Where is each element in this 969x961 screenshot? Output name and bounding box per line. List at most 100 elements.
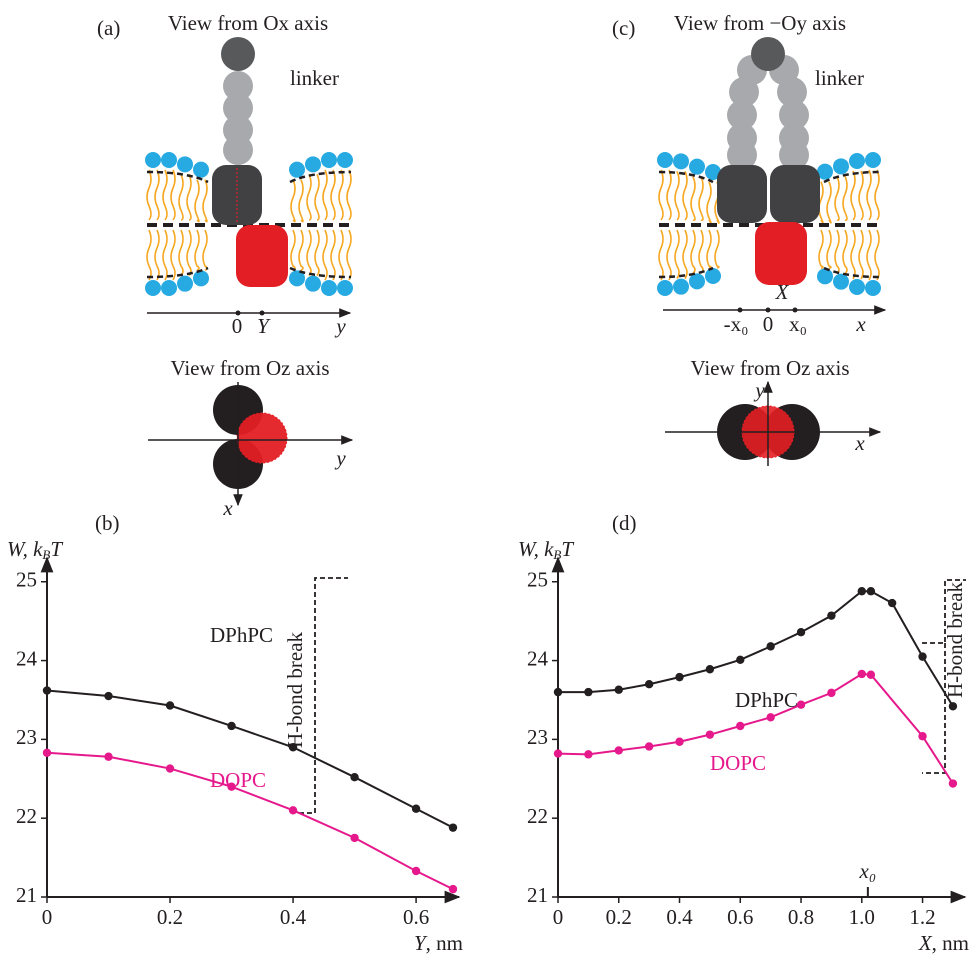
lipid-tail	[874, 229, 880, 281]
lipid-tail	[322, 229, 328, 281]
lipid-head	[705, 268, 721, 284]
view-title: View from Ox axis	[168, 11, 328, 35]
lipid-tail	[834, 176, 840, 221]
lipid-tail	[306, 174, 312, 221]
annotation: H-bond break	[283, 631, 307, 748]
data-point	[288, 743, 298, 752]
membrane	[657, 152, 882, 296]
lipid-head	[817, 268, 833, 285]
data-point	[584, 687, 593, 697]
x-tick-label: 0.4	[666, 905, 693, 929]
data-point	[411, 804, 421, 813]
lipid-tail	[290, 229, 296, 272]
lipid-tail	[314, 174, 320, 221]
data-point	[227, 721, 236, 731]
view-title: View from Oz axis	[170, 356, 329, 380]
lipid-tail	[698, 229, 704, 274]
lipid-tail	[162, 229, 168, 281]
x-axis-label-part: , nm	[426, 931, 463, 955]
x-tick-label: 0	[42, 905, 53, 929]
lipid-head	[193, 161, 209, 178]
data-point	[448, 823, 458, 832]
linker-beads	[223, 71, 253, 165]
lipid-head	[145, 152, 161, 168]
data-point	[827, 688, 836, 698]
lipid-tail	[170, 169, 176, 221]
data-point	[766, 642, 775, 651]
series-label: DPhPC	[735, 688, 798, 712]
axis-dot	[792, 307, 798, 313]
lipid-head	[337, 280, 353, 296]
lipid-tail	[202, 179, 208, 223]
lipid-tail	[346, 229, 352, 281]
lipid-tail	[338, 169, 344, 221]
lipid-head	[161, 280, 177, 296]
lipid-head	[289, 161, 305, 178]
y-tick-label: 21	[527, 883, 548, 907]
x-axis-label: Y, nm	[414, 931, 463, 955]
linker-label: linker	[815, 66, 864, 90]
axis-label: x₀	[789, 312, 807, 336]
y-axis-label-part: T	[50, 537, 63, 561]
data-point	[165, 701, 175, 710]
y-tick-label: 25	[527, 568, 548, 592]
x-axis-label-part: Y	[414, 931, 428, 955]
y-axis-label-part: W	[7, 537, 27, 561]
lipid-head	[145, 280, 161, 296]
axis-label: 0	[232, 314, 243, 338]
protein-red	[755, 222, 807, 285]
lipid-tail	[666, 169, 672, 221]
lipid-tail	[346, 169, 352, 221]
x-tick-label: 0.2	[157, 905, 183, 929]
x-tick-label: 1.2	[909, 905, 935, 929]
data-point	[796, 628, 806, 637]
y-axis-label: W, kBT	[7, 537, 63, 562]
lipid-head	[849, 279, 865, 295]
y-tick-label: 23	[527, 725, 548, 749]
y-tick-label: 22	[16, 804, 37, 828]
lipid-head	[849, 153, 865, 169]
axis-dot	[765, 307, 771, 313]
axis-label: x	[855, 312, 866, 336]
lipid-tail	[690, 229, 696, 274]
lipid-head	[689, 158, 705, 175]
series-label: DOPC	[210, 768, 266, 792]
data-point	[644, 680, 654, 689]
lipid-tail	[818, 229, 824, 270]
axis-label: y	[753, 378, 765, 402]
data-point	[827, 611, 836, 620]
data-point	[796, 700, 806, 709]
lipid-tail	[826, 229, 832, 270]
lipid-head	[833, 158, 849, 175]
lipid-tail	[162, 169, 168, 221]
lipid-head	[305, 275, 321, 292]
lipid-head	[321, 280, 337, 296]
data-point	[411, 866, 421, 876]
lipid-head	[865, 152, 881, 168]
data-point	[766, 713, 775, 722]
data-point	[553, 687, 563, 697]
lipid-tail	[322, 169, 328, 221]
lipid-tail	[866, 229, 872, 281]
lipid-tail	[330, 229, 336, 281]
lipid-tail	[874, 169, 880, 221]
lipid-tail	[714, 229, 720, 269]
lipid-tail	[674, 171, 680, 221]
lipid-tail	[658, 229, 664, 281]
x-tick-label: 0	[553, 905, 564, 929]
y-tick-label: 23	[16, 725, 37, 749]
series-line	[46, 689, 454, 829]
y-axis-label-part: , k	[534, 537, 555, 561]
data-point	[42, 686, 52, 695]
leaflet-line	[658, 266, 882, 279]
axis-dot	[235, 310, 241, 316]
axis-label: y	[334, 446, 346, 470]
y-axis-label-part: B	[553, 547, 561, 562]
y-tick-label: 24	[527, 646, 549, 670]
lipid-tail	[706, 181, 712, 224]
series-label: DPhPC	[210, 623, 273, 647]
data-point	[736, 655, 745, 664]
lipid-head	[673, 153, 689, 170]
